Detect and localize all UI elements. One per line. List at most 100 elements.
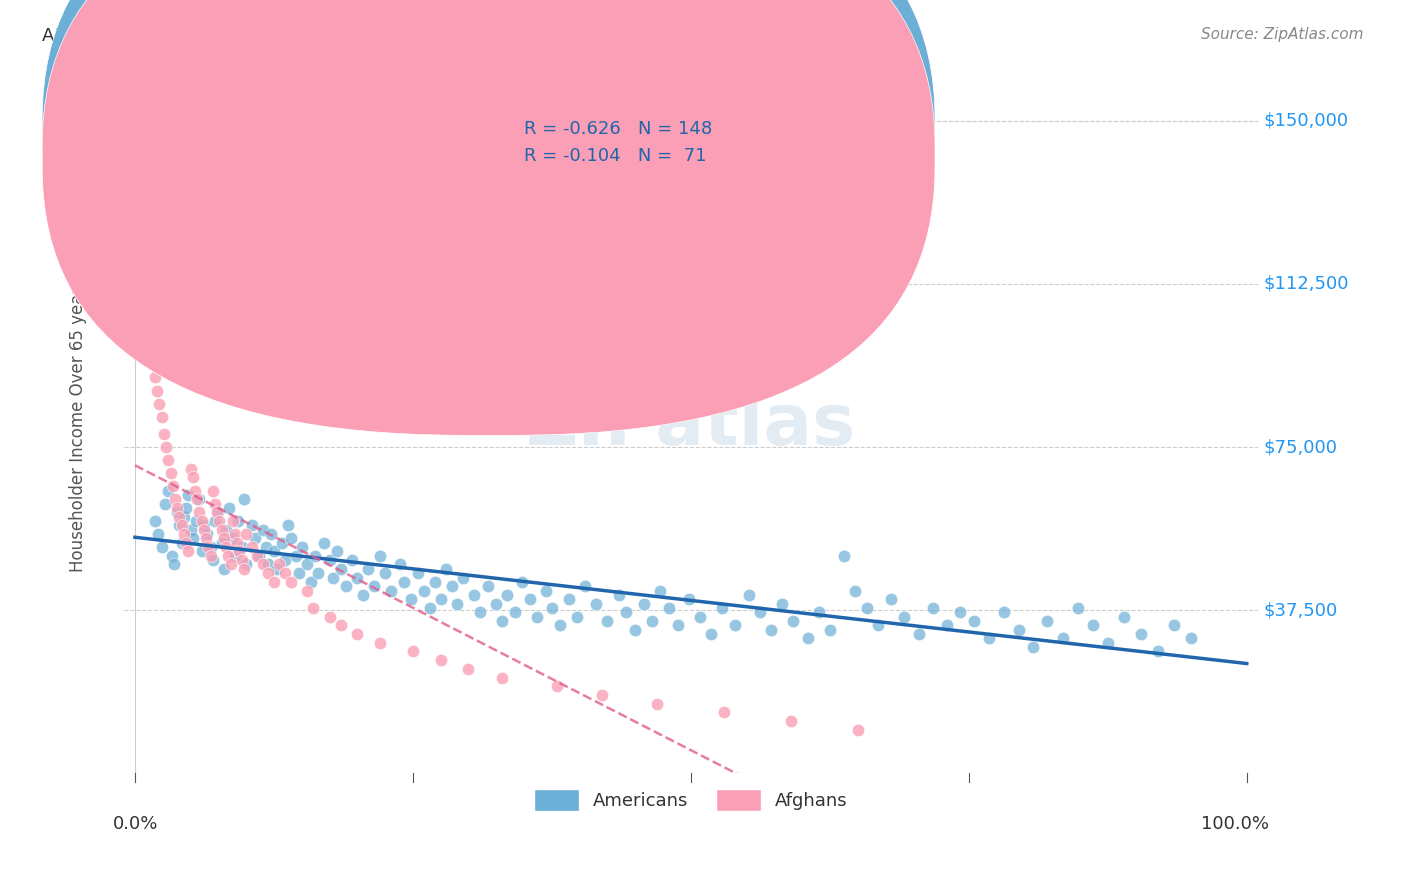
Point bbox=[193, 523, 215, 537]
Point bbox=[380, 583, 402, 598]
Point bbox=[226, 535, 249, 549]
Text: R = -0.104   N =  71: R = -0.104 N = 71 bbox=[524, 147, 707, 165]
Point bbox=[174, 500, 197, 515]
Point bbox=[526, 609, 548, 624]
Point bbox=[963, 614, 986, 628]
Point bbox=[211, 523, 233, 537]
Point bbox=[423, 574, 446, 589]
Point bbox=[139, 335, 162, 350]
Point bbox=[190, 514, 212, 528]
Point bbox=[143, 514, 166, 528]
Point bbox=[148, 527, 170, 541]
Point bbox=[228, 514, 250, 528]
Point bbox=[150, 540, 173, 554]
Point bbox=[169, 518, 191, 533]
Point bbox=[180, 462, 202, 476]
Point bbox=[346, 627, 368, 641]
Point bbox=[177, 488, 200, 502]
Point bbox=[195, 527, 218, 541]
Point bbox=[907, 627, 929, 641]
Point bbox=[1052, 632, 1074, 646]
Point bbox=[893, 609, 915, 624]
Point bbox=[519, 592, 541, 607]
Point bbox=[503, 605, 526, 619]
Point bbox=[641, 614, 664, 628]
Point bbox=[818, 623, 841, 637]
Point bbox=[713, 706, 735, 720]
Point bbox=[215, 523, 238, 537]
Point bbox=[335, 579, 357, 593]
Point bbox=[326, 544, 349, 558]
Point bbox=[1163, 618, 1185, 632]
Point bbox=[240, 540, 263, 554]
Point bbox=[922, 601, 945, 615]
Point bbox=[162, 479, 184, 493]
Point bbox=[143, 370, 166, 384]
Point bbox=[1083, 618, 1105, 632]
Text: Householder Income Over 65 years: Householder Income Over 65 years bbox=[69, 278, 87, 573]
Point bbox=[177, 544, 200, 558]
Point bbox=[157, 483, 180, 498]
Point bbox=[574, 579, 596, 593]
Text: ZIPatlas: ZIPatlas bbox=[526, 391, 856, 459]
Point bbox=[419, 601, 441, 615]
Point bbox=[440, 579, 463, 593]
Point bbox=[451, 570, 474, 584]
Point bbox=[263, 544, 285, 558]
Point bbox=[215, 540, 238, 554]
Point bbox=[252, 558, 274, 572]
Point bbox=[231, 540, 253, 554]
Point bbox=[280, 574, 302, 589]
Point bbox=[352, 588, 374, 602]
Point bbox=[700, 627, 723, 641]
Point bbox=[689, 609, 711, 624]
Point bbox=[184, 483, 207, 498]
Point bbox=[796, 632, 818, 646]
Point bbox=[181, 470, 204, 484]
Point bbox=[408, 566, 430, 581]
Point bbox=[485, 597, 508, 611]
Point bbox=[299, 574, 322, 589]
Point bbox=[1114, 609, 1136, 624]
Point bbox=[195, 532, 218, 546]
Point bbox=[235, 558, 257, 572]
Point bbox=[200, 549, 222, 563]
Point bbox=[201, 483, 224, 498]
Point bbox=[211, 535, 233, 549]
Point bbox=[1180, 632, 1202, 646]
Point bbox=[274, 566, 297, 581]
Point bbox=[136, 323, 159, 337]
Point bbox=[935, 618, 957, 632]
Text: Source: ZipAtlas.com: Source: ZipAtlas.com bbox=[1201, 27, 1364, 42]
Point bbox=[224, 549, 246, 563]
Point bbox=[429, 592, 451, 607]
Point bbox=[737, 588, 759, 602]
Point bbox=[231, 553, 253, 567]
Point bbox=[173, 509, 195, 524]
Point bbox=[477, 579, 499, 593]
Point bbox=[159, 466, 181, 480]
Point bbox=[188, 505, 211, 519]
Point bbox=[155, 440, 177, 454]
Point bbox=[880, 592, 903, 607]
Point bbox=[710, 601, 733, 615]
Point bbox=[269, 558, 291, 572]
Point bbox=[368, 636, 391, 650]
Point bbox=[153, 497, 176, 511]
Point bbox=[174, 535, 197, 549]
Point bbox=[748, 605, 770, 619]
Point bbox=[297, 583, 319, 598]
Point bbox=[190, 544, 212, 558]
Point bbox=[184, 514, 207, 528]
Point bbox=[368, 549, 391, 563]
Point bbox=[607, 588, 630, 602]
Point bbox=[212, 532, 235, 546]
Point bbox=[222, 514, 245, 528]
Point bbox=[647, 697, 669, 711]
Point bbox=[197, 540, 219, 554]
Point bbox=[291, 540, 314, 554]
Point bbox=[181, 532, 204, 546]
Point bbox=[254, 540, 277, 554]
Point bbox=[1130, 627, 1153, 641]
Point bbox=[496, 588, 519, 602]
